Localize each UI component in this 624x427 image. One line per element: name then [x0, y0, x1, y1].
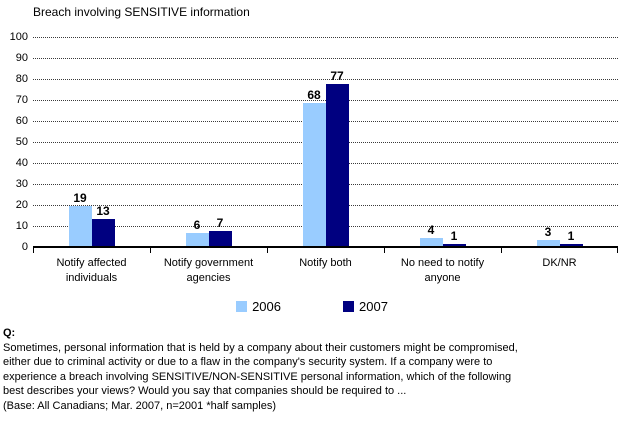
x-axis-label: DK/NR	[542, 257, 577, 269]
y-axis-label: 10	[15, 220, 28, 232]
axis-tick	[617, 248, 618, 253]
bar-2006	[302, 103, 326, 246]
axis-tick	[33, 248, 34, 253]
legend-label: 2007	[359, 299, 388, 314]
bar-2006	[68, 206, 92, 246]
x-axis-label: Notify affected individuals	[56, 257, 127, 284]
y-axis-label: 100	[9, 31, 28, 43]
legend-swatch	[343, 301, 354, 312]
y-axis-label: 50	[15, 136, 28, 148]
value-label: 6	[193, 218, 201, 233]
bar-2007	[91, 218, 115, 246]
bar-2007	[442, 243, 466, 246]
axis-tick	[150, 248, 151, 253]
value-label: 68	[307, 88, 321, 103]
question-label: Q:	[3, 327, 16, 339]
value-label: 13	[96, 203, 110, 218]
y-axis-label: 30	[15, 178, 28, 190]
x-axis-label: Notify government agencies	[163, 257, 254, 284]
y-axis-label: 80	[15, 73, 28, 85]
bar-2006	[419, 237, 443, 246]
axis-tick	[384, 248, 385, 253]
value-label: 1	[450, 228, 458, 243]
value-label: 3	[544, 224, 552, 239]
bar-2007	[208, 231, 232, 246]
legend-swatch	[236, 301, 248, 312]
legend-label: 2006	[252, 299, 281, 314]
x-axis-line	[33, 246, 618, 248]
chart-title: Breach involving SENSITIVE information	[33, 5, 250, 19]
bar-2007	[325, 84, 349, 246]
value-label: 4	[427, 222, 435, 237]
gridline	[33, 79, 618, 80]
y-axis-label: 40	[15, 157, 28, 169]
question-block: Q: Sometimes, personal information that …	[3, 326, 621, 413]
question-line: best describes your views? Would you say…	[3, 385, 407, 397]
legend-item-2006: 2006	[236, 299, 281, 314]
question-line: Sometimes, personal information that is …	[3, 341, 518, 354]
bar-2006	[185, 233, 209, 246]
bar-2007	[559, 243, 583, 246]
axis-tick	[501, 248, 502, 253]
legend: 2006 2007	[0, 299, 624, 314]
y-axis-label: 70	[15, 94, 28, 106]
value-label: 77	[330, 69, 344, 84]
value-label: 7	[216, 216, 224, 231]
bar-2006	[536, 239, 560, 246]
question-line: either due to criminal activity or due t…	[3, 356, 493, 368]
y-axis-label: 60	[15, 115, 28, 127]
base-note: (Base: All Canadians; Mar. 2007, n=2001 …	[3, 399, 277, 412]
y-axis-label: 20	[15, 199, 28, 211]
plot-area: 0 10 20 30 40 50 60 70 80 90 100 19 13 Notify affecte…	[10, 31, 618, 284]
question-line: experience a breach involving SENSITIVE/…	[3, 370, 512, 383]
gridline	[33, 37, 618, 38]
y-axis-label: 90	[15, 52, 28, 64]
x-axis-label: No need to notify anyone	[400, 257, 485, 284]
legend-item-2007: 2007	[343, 299, 388, 314]
value-label: 1	[567, 228, 575, 243]
axis-tick	[267, 248, 268, 253]
x-axis-label: Notify both	[299, 257, 352, 269]
y-axis-label: 0	[21, 241, 28, 253]
value-label: 19	[73, 191, 87, 206]
gridline	[33, 58, 618, 59]
